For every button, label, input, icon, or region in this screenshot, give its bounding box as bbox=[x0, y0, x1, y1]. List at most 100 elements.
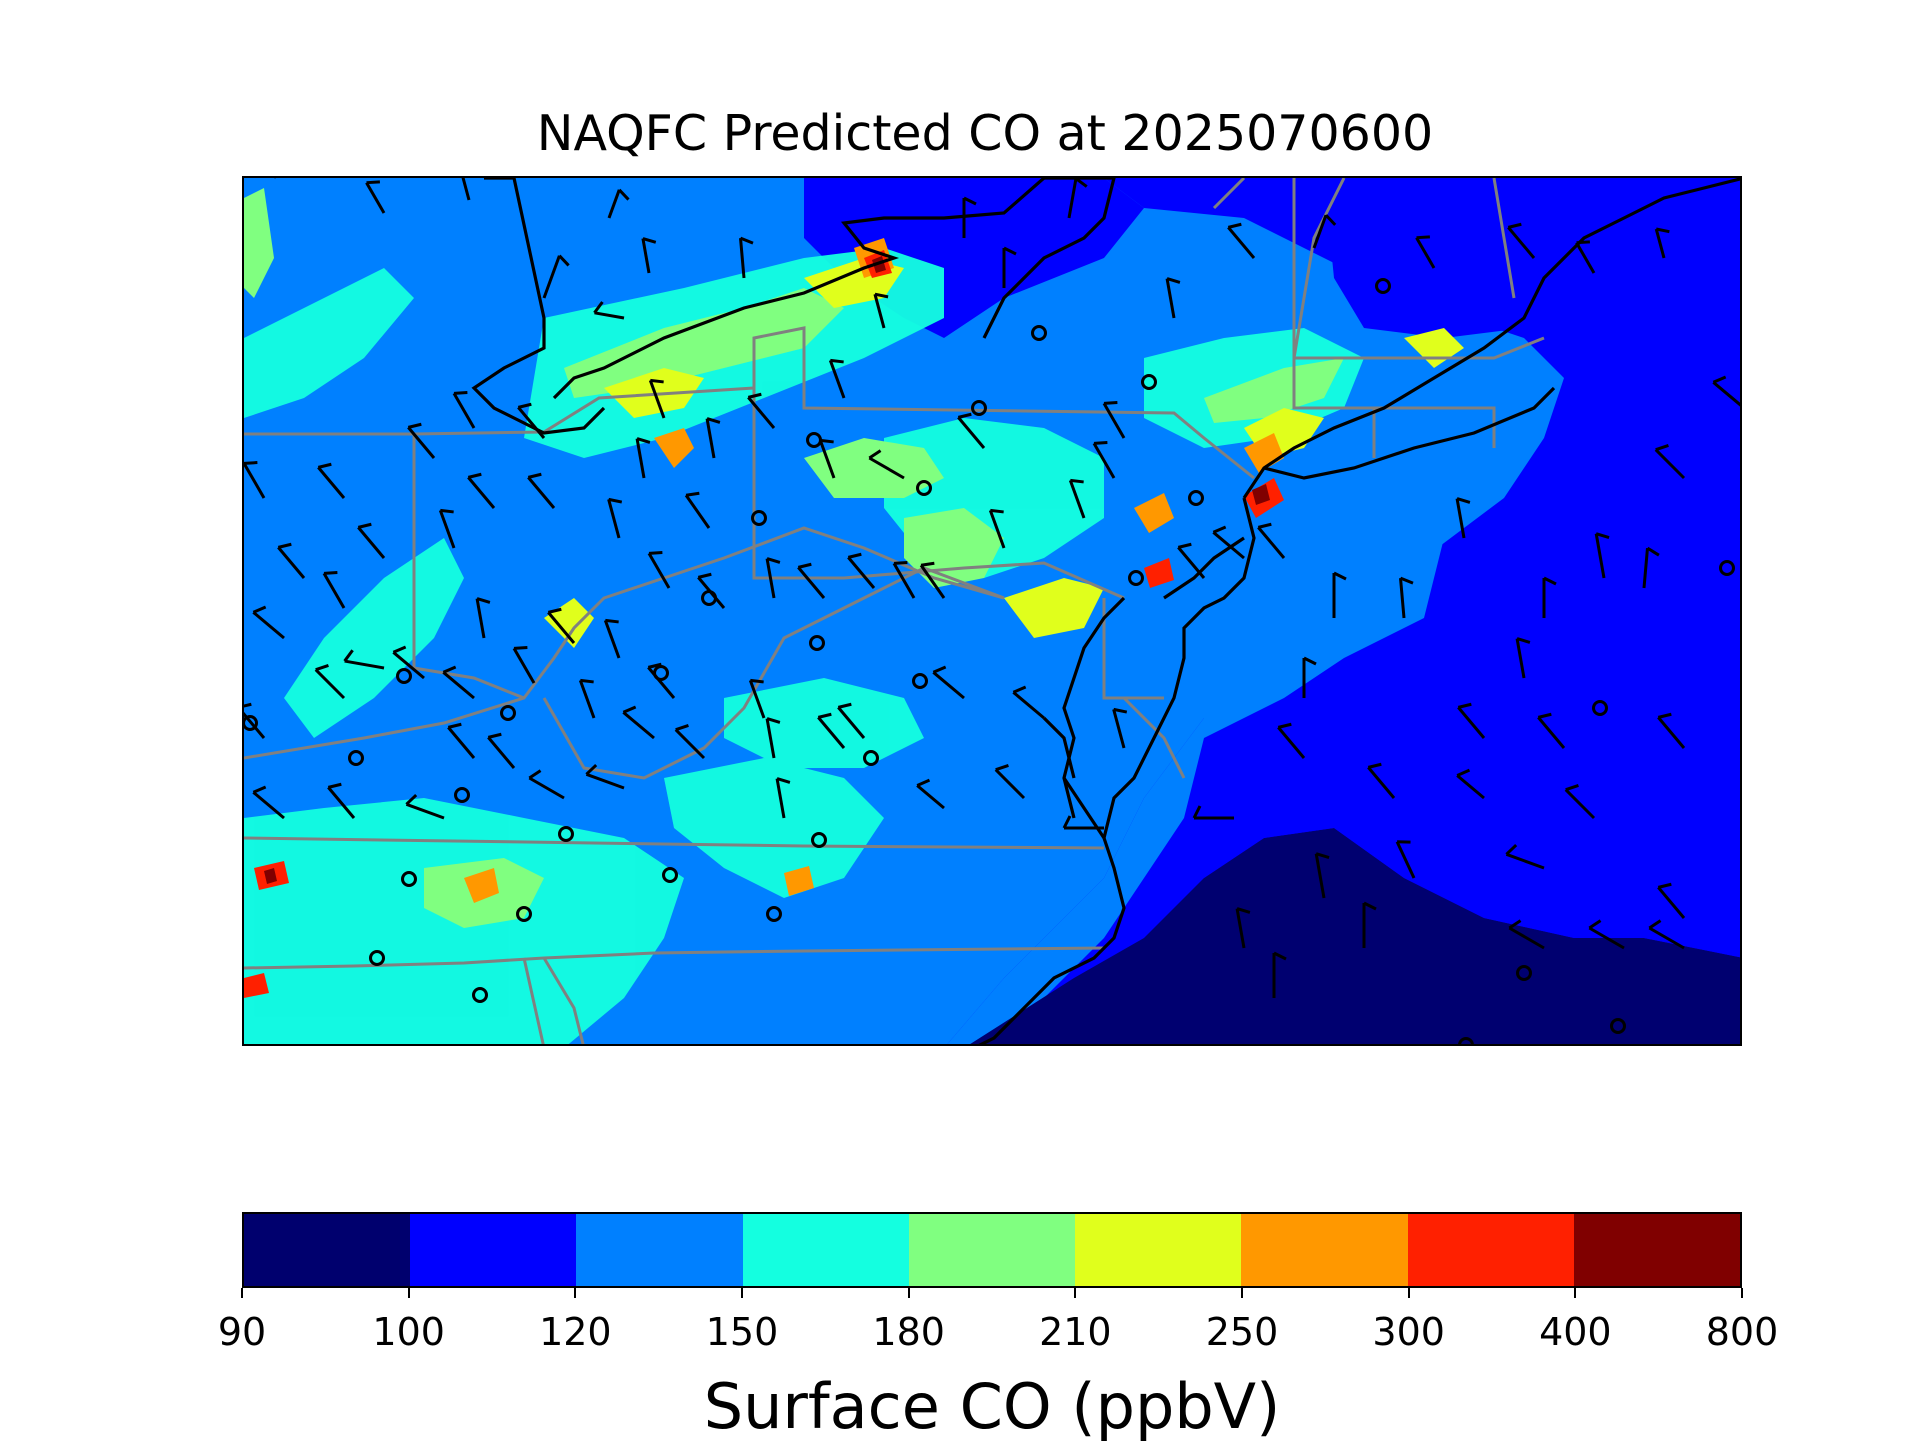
wind-barb bbox=[1068, 478, 1086, 519]
wind-barb bbox=[528, 769, 565, 800]
station-marker bbox=[1375, 278, 1391, 294]
colorbar-segment bbox=[1075, 1214, 1242, 1286]
colorbar-tick-label: 300 bbox=[1372, 1310, 1445, 1354]
wind-barb bbox=[1415, 235, 1436, 269]
wind-barb bbox=[467, 472, 496, 509]
wind-barb bbox=[847, 552, 876, 589]
station-marker bbox=[809, 635, 825, 651]
wind-barb bbox=[705, 417, 721, 459]
colorbar-segment bbox=[244, 1214, 411, 1286]
wind-barb bbox=[919, 561, 946, 599]
station-marker bbox=[500, 705, 516, 721]
wind-barb bbox=[648, 378, 666, 419]
wind-barb bbox=[1642, 546, 1660, 589]
station-marker bbox=[971, 400, 987, 416]
station-marker bbox=[401, 871, 417, 887]
wind-barb bbox=[452, 391, 476, 429]
wind-barb bbox=[1227, 222, 1256, 259]
station-marker bbox=[811, 832, 827, 848]
wind-barb bbox=[1012, 685, 1045, 720]
wind-barb bbox=[1505, 844, 1545, 870]
colorbar-tick-label: 150 bbox=[705, 1310, 779, 1354]
wind-barb bbox=[1067, 178, 1088, 219]
wind-barb bbox=[442, 665, 475, 700]
station-marker bbox=[1141, 374, 1157, 390]
wind-barb bbox=[252, 605, 285, 640]
station-marker bbox=[558, 826, 574, 842]
wind-barb bbox=[684, 491, 711, 529]
colorbar-tick-label: 180 bbox=[872, 1310, 945, 1354]
wind-barb bbox=[512, 646, 536, 684]
ocean-far-region bbox=[970, 828, 1740, 1044]
wind-barb bbox=[314, 664, 346, 700]
wind-barb bbox=[447, 722, 476, 759]
wind-barb bbox=[407, 422, 436, 459]
wind-barb bbox=[1657, 882, 1686, 919]
wind-barb bbox=[1542, 576, 1557, 618]
station-marker bbox=[1610, 1018, 1626, 1034]
colorbar-tick-label: 100 bbox=[372, 1310, 445, 1354]
wind-barb bbox=[739, 236, 754, 279]
station-marker bbox=[916, 480, 932, 496]
wind-barb bbox=[252, 785, 285, 820]
wind-barb bbox=[697, 572, 726, 609]
wind-barb bbox=[828, 358, 846, 399]
wind-barb bbox=[641, 237, 657, 274]
colorbar-tick bbox=[1574, 1288, 1577, 1298]
station-marker bbox=[244, 715, 258, 731]
co-band-red bbox=[244, 250, 1284, 998]
colorbar-segment bbox=[410, 1214, 577, 1286]
station-marker bbox=[751, 510, 767, 526]
ocean-near-band bbox=[947, 418, 1504, 1044]
station-markers bbox=[244, 278, 1735, 1044]
wind-barb bbox=[765, 717, 781, 759]
wind-barb bbox=[1277, 722, 1306, 759]
wind-barb bbox=[438, 508, 456, 549]
colorbar-segment bbox=[908, 1214, 1076, 1286]
wind-barb bbox=[392, 645, 425, 680]
colorbar-tick bbox=[741, 1288, 743, 1298]
wind-barb bbox=[603, 618, 621, 659]
wind-barb bbox=[962, 196, 977, 238]
wind-barb bbox=[277, 542, 306, 579]
wind-barb bbox=[748, 678, 766, 719]
station-marker bbox=[472, 987, 488, 1003]
wind-barb bbox=[607, 188, 630, 219]
wind-barb bbox=[674, 724, 706, 760]
wind-barb bbox=[765, 557, 781, 599]
wind-barb bbox=[747, 392, 776, 429]
wind-barb bbox=[527, 472, 556, 509]
wind-barb bbox=[607, 497, 623, 539]
wind-barb bbox=[1648, 919, 1685, 950]
station-marker bbox=[662, 867, 678, 883]
wind-barb bbox=[1537, 712, 1566, 749]
wind-barb bbox=[1177, 542, 1206, 579]
wind-barb bbox=[622, 705, 655, 740]
map-title: NAQFC Predicted CO at 2025070600 bbox=[536, 105, 1434, 162]
wind-barb bbox=[1712, 375, 1740, 410]
colorbar-tick bbox=[1241, 1288, 1243, 1298]
colorbar-tick bbox=[241, 1288, 243, 1298]
colorbar-segment bbox=[742, 1214, 909, 1286]
colorbar-tick-label: 400 bbox=[1539, 1310, 1612, 1354]
colorbar-tick-label: 120 bbox=[539, 1310, 612, 1354]
wind-barb bbox=[635, 437, 651, 479]
co-map bbox=[244, 178, 1740, 1044]
station-marker bbox=[1188, 490, 1204, 506]
wind-barb bbox=[1456, 768, 1485, 800]
wind-barb bbox=[1399, 576, 1414, 619]
colorbar-tick-label: 250 bbox=[1205, 1310, 1279, 1354]
wind-barb bbox=[1594, 532, 1610, 579]
wind-barb bbox=[1092, 441, 1116, 479]
wind-barb bbox=[1102, 401, 1126, 439]
colorbar-tick bbox=[407, 1288, 410, 1298]
wind-barb bbox=[343, 649, 385, 670]
wind-barb bbox=[916, 778, 945, 810]
wind-barb bbox=[1212, 525, 1245, 560]
coastline bbox=[471, 178, 1740, 1044]
wind-barb bbox=[244, 702, 266, 739]
wind-barb bbox=[892, 561, 916, 599]
ocean-blue-band bbox=[1204, 678, 1740, 958]
wind-barb bbox=[647, 662, 676, 699]
map-panel bbox=[242, 176, 1742, 1046]
